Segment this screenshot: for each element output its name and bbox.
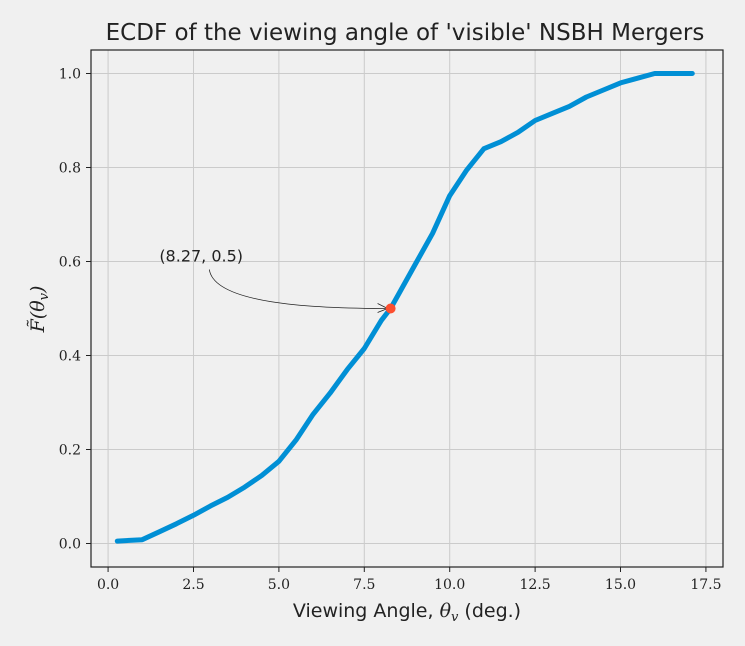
y-tick-label: 0.8 — [59, 161, 81, 177]
x-tick-label: 15.0 — [605, 577, 636, 593]
y-tick-label: 0.2 — [59, 443, 81, 459]
annotation-point — [385, 303, 396, 314]
ecdf-line — [114, 71, 695, 544]
annotation-arrow — [208, 269, 388, 309]
annotation-label: (8.27, 0.5) — [159, 247, 243, 266]
annotation: (8.27, 0.5) — [159, 247, 396, 314]
series-layer — [114, 71, 695, 544]
y-tick-label: 0.0 — [59, 537, 81, 553]
x-tick-label: 17.5 — [690, 577, 721, 593]
x-tick-label: 12.5 — [520, 577, 551, 593]
y-tick-label: 0.4 — [59, 349, 81, 365]
axes — [86, 49, 724, 572]
chart-title: ECDF of the viewing angle of 'visible' N… — [106, 20, 705, 46]
y-tick-label: 1.0 — [59, 67, 81, 83]
x-tick-label: 10.0 — [434, 577, 465, 593]
x-tick-label: 0.0 — [97, 577, 119, 593]
x-axis-label: Viewing Angle, θv (deg.) — [293, 600, 521, 625]
y-axis-label: F̃(θv) — [27, 286, 52, 334]
x-tick-label: 5.0 — [268, 577, 290, 593]
x-tick-label: 7.5 — [353, 577, 375, 593]
x-tick-label: 2.5 — [182, 577, 204, 593]
grid-lines — [91, 50, 723, 567]
y-tick-label: 0.6 — [59, 255, 81, 271]
tick-labels: 0.0 2.5 5.0 7.5 10.0 12.5 15.0 17.5 0.0 0.2 0.4 0.6… — [59, 67, 722, 594]
plot-frame — [90, 49, 724, 568]
